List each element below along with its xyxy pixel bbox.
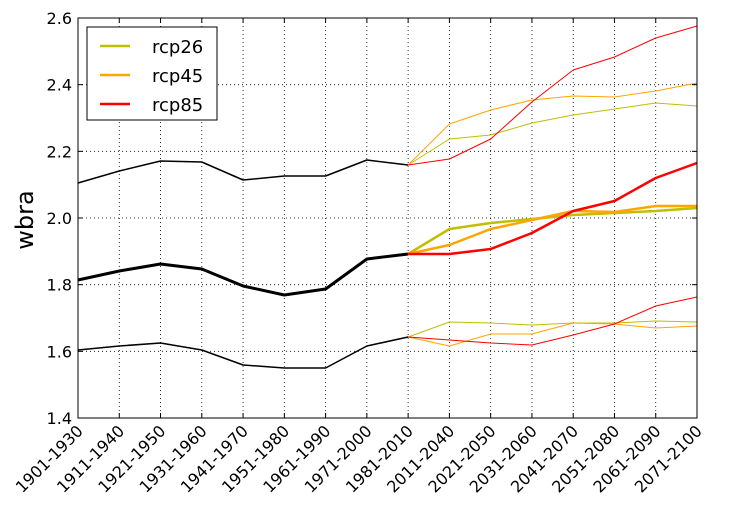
historical-lower-line [77,336,409,369]
y-tick-label: 2.4 [47,76,72,95]
y-axis-label: wbra [11,190,39,249]
y-tick-label: 2.0 [47,209,72,228]
rcp85-lower-line [408,296,698,346]
legend: rcp26 rcp45 rcp85 [86,26,218,121]
rcp26-mean-line [407,206,698,256]
rcp85-mean-line [408,161,698,256]
legend-label-rcp45: rcp45 [152,66,203,87]
y-tick-label: 1.6 [47,342,72,361]
rcp26-lower-line [407,320,698,338]
y-tick-label: 1.4 [47,409,72,428]
y-tick-label: 2.6 [47,9,72,28]
y-axis: 1.4 1.6 1.8 2.0 2.2 2.4 2.6 [47,9,697,428]
y-tick-label: 2.2 [47,142,72,161]
rcp45-upper-line [407,82,698,166]
rcp26-upper-line [407,102,698,166]
y-tick-label: 1.8 [47,276,72,295]
historical-upper-line [77,159,409,184]
rcp85-upper-line [408,25,698,166]
rcp45-mean-line [407,204,697,256]
legend-label-rcp26: rcp26 [152,37,203,58]
legend-label-rcp85: rcp85 [152,95,203,116]
historical-mean-line [77,252,409,297]
rcp45-lower-line [407,322,698,347]
plot-lines [77,25,698,369]
